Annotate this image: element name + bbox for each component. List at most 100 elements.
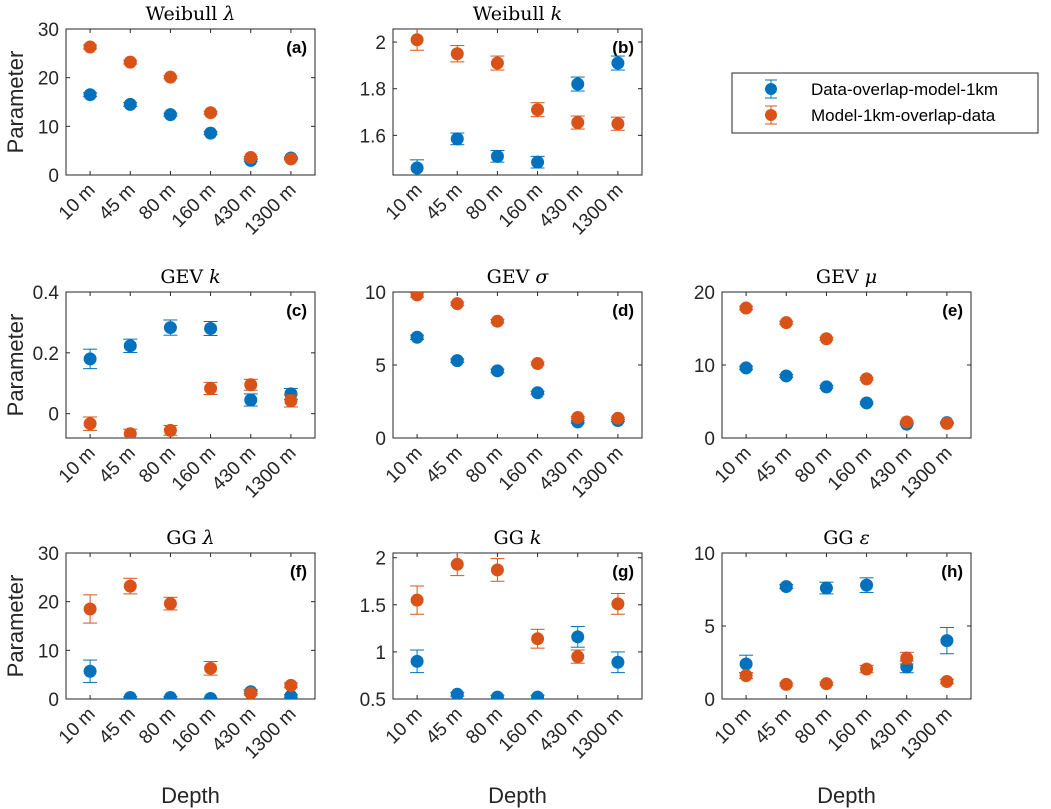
- axes-box: [721, 291, 972, 439]
- data-point: [490, 690, 504, 699]
- x-tick-label: 160 m: [168, 180, 220, 232]
- y-tick-label: 0: [48, 166, 59, 187]
- data-point: [284, 678, 298, 692]
- axes-box: [392, 28, 643, 176]
- panel-label: (h): [941, 562, 963, 581]
- y-tick-label: 1.6: [360, 126, 386, 147]
- x-axis-label: Depth: [161, 783, 220, 808]
- y-tick-label: 0.2: [33, 344, 59, 365]
- y-tick-label: 30: [38, 544, 59, 565]
- data-point: [860, 578, 874, 592]
- y-tick-label: 10: [694, 356, 715, 377]
- data-point: [410, 593, 424, 607]
- y-tick-label: 0: [704, 429, 715, 450]
- data-point: [900, 651, 914, 665]
- data-point: [860, 396, 874, 410]
- data-point: [900, 415, 914, 429]
- data-layer: [739, 301, 954, 431]
- x-tick-label: 160 m: [495, 704, 547, 756]
- data-point: [450, 297, 464, 311]
- y-tick-label: 1.5: [360, 596, 386, 617]
- data-point: [490, 56, 504, 70]
- data-point: [83, 664, 97, 678]
- data-point: [450, 132, 464, 146]
- data-point: [204, 106, 218, 120]
- data-point: [244, 393, 258, 407]
- data-point: [819, 332, 833, 346]
- data-point: [819, 581, 833, 595]
- y-tick-label: 1: [375, 643, 386, 664]
- data-point: [123, 691, 137, 699]
- y-tick-label: 0: [48, 690, 59, 711]
- data-layer: [410, 292, 625, 429]
- data-point: [163, 321, 177, 335]
- data-point: [450, 354, 464, 368]
- data-point: [410, 292, 424, 302]
- panel-title: GEV μ: [816, 266, 877, 288]
- legend-entry-1: Model-1km-overlap-data: [765, 105, 996, 125]
- data-layer: [410, 553, 625, 699]
- y-tick-label: 1.8: [360, 80, 386, 101]
- y-tick-label: 30: [38, 20, 59, 41]
- panel-title: GG ε: [823, 527, 870, 549]
- y-tick-label: 10: [38, 117, 59, 138]
- y-tick-label: 0.5: [360, 690, 386, 711]
- data-point: [531, 690, 545, 699]
- data-point: [531, 103, 545, 117]
- y-tick-label: 10: [694, 544, 715, 565]
- data-point: [490, 364, 504, 378]
- x-tick-label: 10 m: [382, 180, 427, 225]
- data-point: [163, 108, 177, 122]
- data-point: [611, 411, 625, 425]
- legend-marker-icon: [765, 83, 777, 95]
- data-point: [284, 152, 298, 166]
- data-point: [410, 330, 424, 344]
- data-layer: [83, 319, 298, 438]
- data-point: [163, 597, 177, 611]
- data-point: [611, 56, 625, 70]
- x-axis-label: Depth: [817, 783, 876, 808]
- data-point: [571, 650, 585, 664]
- data-point: [204, 126, 218, 140]
- data-point: [611, 117, 625, 131]
- y-tick-label: 2: [375, 33, 386, 54]
- data-point: [123, 427, 137, 438]
- data-point: [410, 161, 424, 175]
- data-point: [163, 423, 177, 437]
- data-point: [819, 677, 833, 691]
- x-tick-label: 10 m: [55, 443, 100, 488]
- data-point: [860, 662, 874, 676]
- x-tick-label: 45 m: [422, 180, 467, 225]
- panel-title: Weibull λ: [146, 3, 236, 25]
- y-tick-label: 20: [38, 593, 59, 614]
- data-point: [244, 150, 258, 164]
- data-point: [779, 677, 793, 691]
- data-point: [450, 557, 464, 571]
- x-tick-label: 160 m: [495, 443, 547, 495]
- y-tick-label: 0: [704, 690, 715, 711]
- x-tick-label: 45 m: [95, 180, 140, 225]
- x-tick-label: 10 m: [382, 443, 427, 488]
- axes-box: [721, 552, 972, 700]
- panel-label: (b): [612, 38, 634, 57]
- data-point: [163, 691, 177, 699]
- axes-box: [392, 291, 643, 439]
- data-point: [940, 416, 954, 430]
- data-point: [571, 411, 585, 425]
- data-point: [123, 55, 137, 69]
- y-tick-label: 10: [38, 641, 59, 662]
- x-tick-label: 45 m: [751, 443, 796, 488]
- data-point: [779, 369, 793, 383]
- y-tick-label: 20: [694, 283, 715, 304]
- y-tick-label: 0.4: [33, 283, 60, 304]
- data-point: [83, 417, 97, 431]
- panel-label: (f): [290, 562, 307, 581]
- y-tick-label: 5: [704, 617, 715, 638]
- data-point: [244, 378, 258, 392]
